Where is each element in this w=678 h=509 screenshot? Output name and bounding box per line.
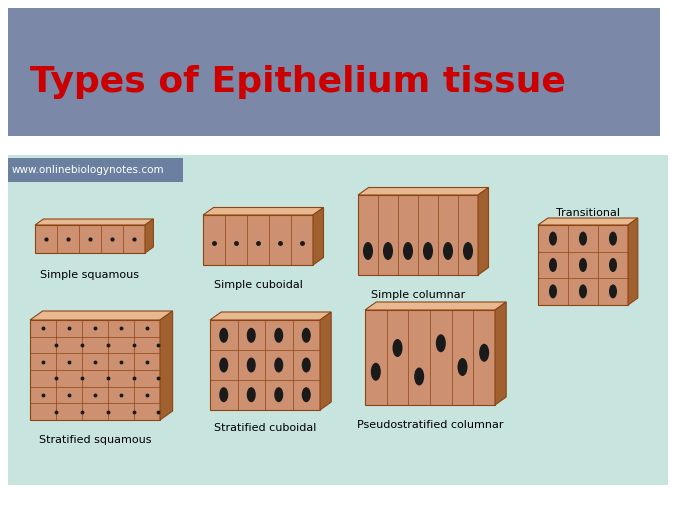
Bar: [358, 195, 478, 275]
Text: www.onlinebiologynotes.com: www.onlinebiologynotes.com: [12, 165, 165, 175]
Ellipse shape: [423, 242, 433, 260]
Ellipse shape: [302, 387, 311, 402]
Bar: [203, 215, 313, 265]
Ellipse shape: [403, 242, 413, 260]
Ellipse shape: [274, 328, 283, 343]
Polygon shape: [495, 302, 506, 405]
Ellipse shape: [414, 367, 424, 385]
Bar: [30, 320, 160, 420]
Polygon shape: [358, 187, 489, 195]
Ellipse shape: [274, 357, 283, 373]
Ellipse shape: [609, 232, 617, 246]
Text: Simple columnar: Simple columnar: [371, 290, 465, 300]
Text: Simple cuboidal: Simple cuboidal: [214, 280, 302, 290]
Ellipse shape: [458, 358, 468, 376]
Ellipse shape: [579, 258, 587, 272]
Bar: [365, 310, 495, 405]
Ellipse shape: [247, 357, 256, 373]
Bar: [538, 225, 628, 305]
Ellipse shape: [609, 258, 617, 272]
Text: Stratified squamous: Stratified squamous: [39, 435, 151, 445]
Polygon shape: [210, 312, 331, 320]
Ellipse shape: [479, 344, 489, 362]
Polygon shape: [160, 311, 173, 420]
Bar: [8, 158, 183, 182]
Ellipse shape: [302, 357, 311, 373]
Text: Types of Epithelium tissue: Types of Epithelium tissue: [30, 65, 566, 99]
Bar: [8, 155, 668, 485]
Polygon shape: [365, 302, 506, 310]
Bar: [210, 320, 320, 410]
Bar: [8, 8, 660, 136]
Bar: [35, 225, 145, 253]
Ellipse shape: [549, 285, 557, 298]
Polygon shape: [30, 311, 173, 320]
Text: Transitional: Transitional: [556, 208, 620, 218]
Polygon shape: [313, 208, 323, 265]
Ellipse shape: [579, 285, 587, 298]
Ellipse shape: [247, 387, 256, 402]
Ellipse shape: [363, 242, 373, 260]
Ellipse shape: [383, 242, 393, 260]
Text: Pseudostratified columnar: Pseudostratified columnar: [357, 420, 503, 430]
Text: Simple squamous: Simple squamous: [41, 270, 140, 280]
Ellipse shape: [371, 363, 381, 381]
Ellipse shape: [549, 258, 557, 272]
Polygon shape: [320, 312, 331, 410]
Ellipse shape: [443, 242, 453, 260]
Ellipse shape: [436, 334, 446, 352]
Ellipse shape: [393, 339, 403, 357]
Ellipse shape: [579, 232, 587, 246]
Polygon shape: [203, 208, 323, 215]
Ellipse shape: [219, 328, 228, 343]
Ellipse shape: [549, 232, 557, 246]
Polygon shape: [478, 187, 489, 275]
Polygon shape: [628, 218, 638, 305]
Ellipse shape: [463, 242, 473, 260]
Text: Stratified cuboidal: Stratified cuboidal: [214, 423, 316, 433]
Polygon shape: [35, 219, 153, 225]
Ellipse shape: [302, 328, 311, 343]
Ellipse shape: [247, 328, 256, 343]
Polygon shape: [145, 219, 153, 253]
Ellipse shape: [274, 387, 283, 402]
Ellipse shape: [219, 357, 228, 373]
Ellipse shape: [219, 387, 228, 402]
Ellipse shape: [609, 285, 617, 298]
Polygon shape: [538, 218, 638, 225]
